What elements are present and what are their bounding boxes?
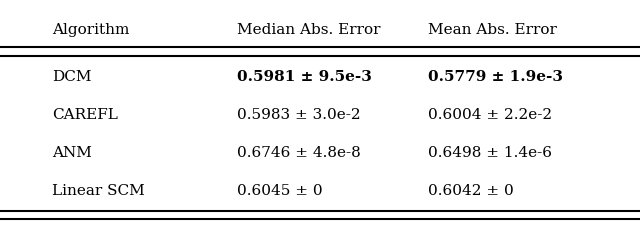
Text: Linear SCM: Linear SCM	[52, 183, 145, 197]
Text: Median Abs. Error: Median Abs. Error	[237, 23, 381, 37]
Text: CAREFL: CAREFL	[52, 108, 118, 122]
Text: 0.6746 ± 4.8e-8: 0.6746 ± 4.8e-8	[237, 146, 361, 160]
Text: 0.5983 ± 3.0e-2: 0.5983 ± 3.0e-2	[237, 108, 361, 122]
Text: 0.6042 ± 0: 0.6042 ± 0	[428, 183, 514, 197]
Text: Mean Abs. Error: Mean Abs. Error	[428, 23, 557, 37]
Text: 0.5779 ± 1.9e-3: 0.5779 ± 1.9e-3	[428, 70, 563, 84]
Text: 0.6045 ± 0: 0.6045 ± 0	[237, 183, 323, 197]
Text: 0.6004 ± 2.2e-2: 0.6004 ± 2.2e-2	[428, 108, 552, 122]
Text: 0.5981 ± 9.5e-3: 0.5981 ± 9.5e-3	[237, 70, 372, 84]
Text: DCM: DCM	[52, 70, 92, 84]
Text: ANM: ANM	[52, 146, 92, 160]
Text: Algorithm: Algorithm	[52, 23, 130, 37]
Text: 0.6498 ± 1.4e-6: 0.6498 ± 1.4e-6	[428, 146, 552, 160]
